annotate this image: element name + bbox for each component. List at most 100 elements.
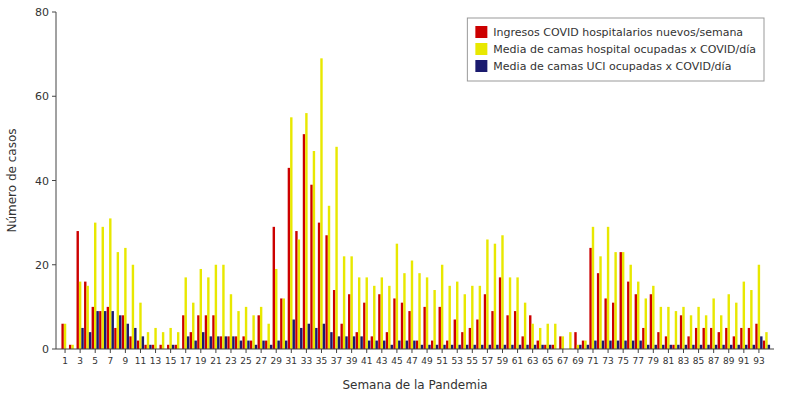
bar bbox=[617, 341, 619, 349]
bar bbox=[464, 294, 466, 349]
bar bbox=[639, 341, 641, 349]
x-tick-label: 9 bbox=[123, 356, 129, 366]
bar bbox=[109, 218, 111, 349]
x-tick bbox=[442, 349, 443, 353]
bar bbox=[718, 332, 720, 349]
bar bbox=[388, 286, 390, 349]
bar bbox=[303, 134, 305, 349]
y-tick bbox=[52, 96, 56, 97]
bar bbox=[524, 303, 526, 349]
x-tick bbox=[743, 349, 744, 353]
bar bbox=[753, 345, 755, 349]
series bbox=[61, 134, 765, 349]
bar bbox=[519, 345, 521, 349]
bar bbox=[300, 328, 302, 349]
bar bbox=[252, 315, 254, 349]
bar bbox=[549, 345, 551, 349]
x-tick bbox=[728, 349, 729, 353]
bar bbox=[607, 227, 609, 349]
bar bbox=[245, 307, 247, 349]
x-tick-label: 85 bbox=[693, 356, 704, 366]
bar bbox=[454, 320, 456, 349]
bar bbox=[439, 307, 441, 349]
x-tick-label: 15 bbox=[165, 356, 176, 366]
bar bbox=[187, 336, 189, 349]
bar bbox=[511, 345, 513, 349]
bar bbox=[205, 315, 207, 349]
bar bbox=[446, 341, 448, 349]
x-tick-label: 11 bbox=[135, 356, 146, 366]
bar bbox=[144, 345, 146, 349]
x-tick bbox=[276, 349, 277, 353]
bar bbox=[172, 345, 174, 349]
bar bbox=[486, 239, 488, 349]
bar bbox=[695, 328, 697, 349]
x-tick bbox=[698, 349, 699, 353]
bar bbox=[79, 282, 81, 349]
bar bbox=[448, 286, 450, 349]
bar bbox=[680, 315, 682, 349]
bar bbox=[212, 315, 214, 349]
bar bbox=[552, 345, 554, 349]
bar bbox=[401, 303, 403, 349]
bar bbox=[700, 345, 702, 349]
x-tick bbox=[95, 349, 96, 353]
bar bbox=[703, 328, 705, 349]
bar bbox=[112, 311, 114, 349]
bar bbox=[71, 345, 73, 349]
bar bbox=[393, 298, 395, 349]
x-tick bbox=[215, 349, 216, 353]
x-tick-label: 1 bbox=[62, 356, 68, 366]
bar bbox=[466, 345, 468, 349]
bar bbox=[710, 328, 712, 349]
x-tick-label: 69 bbox=[572, 356, 584, 366]
bar bbox=[313, 151, 315, 349]
bar bbox=[506, 315, 508, 349]
bar bbox=[290, 117, 292, 349]
x-tick bbox=[65, 349, 66, 353]
x-tick-label: 25 bbox=[240, 356, 251, 366]
y-tick-label: 80 bbox=[35, 6, 49, 19]
bar bbox=[92, 307, 94, 349]
legend-label: Media de camas UCI ocupadas x COVID/día bbox=[493, 60, 731, 73]
bar bbox=[637, 282, 639, 349]
x-tick-label: 37 bbox=[331, 356, 342, 366]
x-tick-label: 81 bbox=[663, 356, 674, 366]
bar bbox=[360, 336, 362, 349]
x-tick bbox=[713, 349, 714, 353]
bar bbox=[275, 269, 277, 349]
chart: 1357911131517192123252729313335373941434… bbox=[0, 0, 786, 397]
bar bbox=[687, 336, 689, 349]
x-tick-label: 21 bbox=[210, 356, 221, 366]
x-tick bbox=[396, 349, 397, 353]
bar bbox=[745, 345, 747, 349]
x-tick bbox=[381, 349, 382, 353]
bar bbox=[250, 341, 252, 349]
x-tick-label: 55 bbox=[467, 356, 478, 366]
bar bbox=[350, 256, 352, 349]
x-tick bbox=[547, 349, 548, 353]
y-tick-label: 60 bbox=[35, 90, 49, 103]
x-tick-label: 87 bbox=[708, 356, 719, 366]
bar bbox=[592, 227, 594, 349]
bar bbox=[185, 277, 187, 349]
bar bbox=[408, 311, 410, 349]
bar bbox=[240, 341, 242, 349]
bar bbox=[735, 303, 737, 349]
bar bbox=[84, 282, 86, 349]
y-tick bbox=[52, 349, 56, 350]
x-tick-label: 57 bbox=[482, 356, 493, 366]
bar bbox=[579, 345, 581, 349]
bar bbox=[697, 307, 699, 349]
bar bbox=[366, 277, 368, 349]
bar bbox=[383, 341, 385, 349]
x-tick bbox=[457, 349, 458, 353]
bar bbox=[469, 328, 471, 349]
bar bbox=[484, 294, 486, 349]
bar bbox=[86, 286, 88, 349]
page: {"chart_data": {"type": "bar", "xlabel":… bbox=[0, 0, 786, 397]
bar bbox=[356, 332, 358, 349]
x-tick-label: 43 bbox=[376, 356, 387, 366]
x-tick-label: 31 bbox=[286, 356, 297, 366]
x-tick bbox=[487, 349, 488, 353]
